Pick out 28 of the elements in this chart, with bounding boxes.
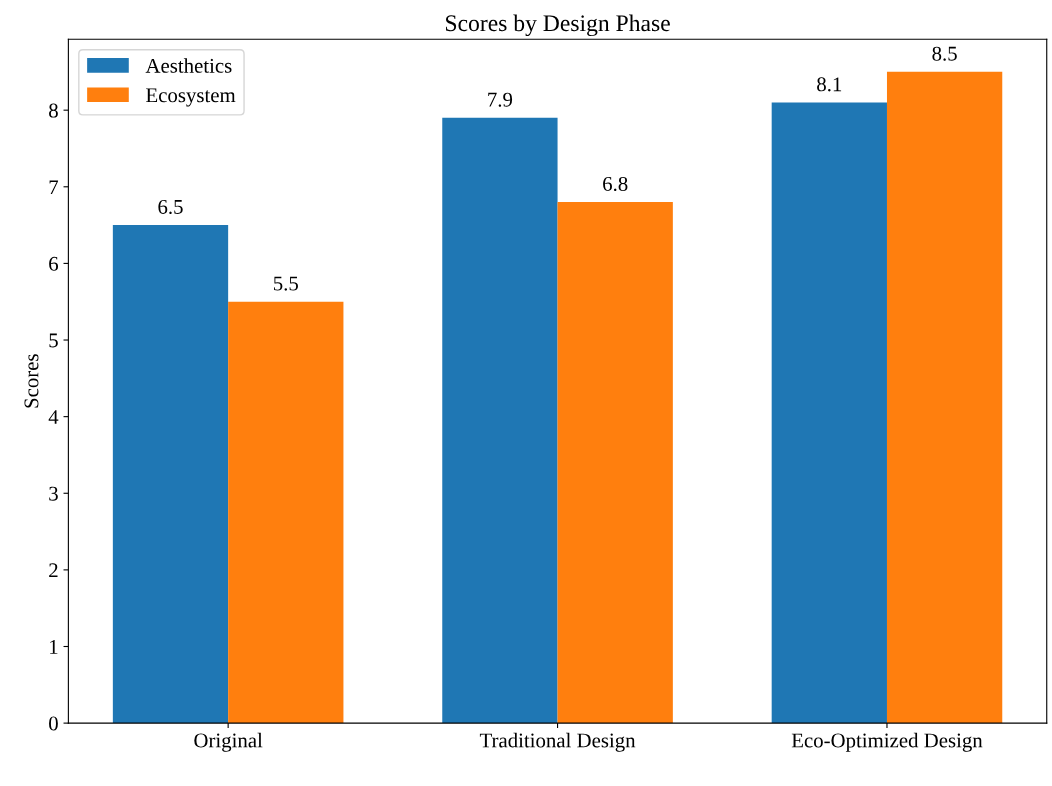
y-tick-label: 4	[48, 410, 59, 424]
data-label: 7.9	[488, 92, 513, 107]
y-tick-label: 2	[49, 563, 58, 578]
y-tick-label: 7	[49, 180, 59, 195]
chart-title: Scores by Design Phase	[446, 14, 670, 37]
x-tick-label: Traditional Design	[479, 732, 636, 752]
x-tick-label: Original	[194, 732, 263, 752]
bar	[442, 117, 558, 724]
legend-label: Ecosystem	[146, 88, 236, 107]
x-tick-label: Eco-Optimized Design	[791, 732, 983, 752]
bar	[112, 225, 229, 724]
data-label: 8.5	[932, 46, 957, 61]
y-tick-label: 6	[49, 256, 59, 271]
data-label: 5.5	[273, 276, 298, 291]
y-axis-title: Scores	[24, 354, 39, 408]
bar	[557, 202, 673, 724]
bar	[771, 102, 887, 724]
y-tick-label: 1	[50, 639, 58, 654]
data-label: 6.8	[603, 176, 628, 192]
data-label: 8.1	[817, 77, 842, 92]
legend-label: Aesthetics	[145, 58, 232, 73]
bar	[886, 71, 1003, 724]
y-tick-label: 8	[49, 103, 58, 118]
y-tick-label: 5	[49, 333, 58, 348]
data-label: 6.5	[158, 199, 183, 215]
y-tick-label: 3	[49, 486, 58, 501]
bar	[228, 301, 344, 724]
y-tick-label: 0	[49, 716, 58, 731]
